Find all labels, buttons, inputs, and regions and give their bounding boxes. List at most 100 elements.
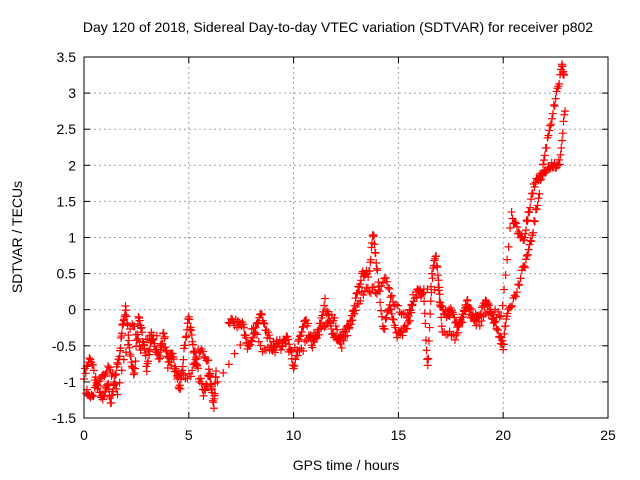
data-point xyxy=(523,216,532,225)
data-point xyxy=(549,100,558,109)
data-point xyxy=(539,156,548,165)
data-point xyxy=(131,357,140,366)
data-point xyxy=(520,261,529,270)
data-point xyxy=(111,380,120,389)
y-tick-label: -1.5 xyxy=(52,410,76,426)
data-point xyxy=(335,333,344,342)
y-tick-label: 3.5 xyxy=(57,49,77,65)
x-tick-label: 15 xyxy=(391,427,407,443)
data-point xyxy=(254,337,263,346)
data-point xyxy=(558,136,567,145)
data-point xyxy=(499,340,508,349)
data-point xyxy=(387,291,396,300)
data-point xyxy=(258,347,267,356)
x-tick-label: 10 xyxy=(286,427,302,443)
data-point xyxy=(402,313,411,322)
data-point xyxy=(343,331,352,340)
data-point xyxy=(351,294,360,303)
data-point xyxy=(207,385,216,394)
data-point xyxy=(356,280,365,289)
data-point xyxy=(524,245,533,254)
data-point xyxy=(498,301,507,310)
data-point xyxy=(504,242,513,251)
data-point xyxy=(348,316,357,325)
data-point xyxy=(89,392,98,401)
data-point xyxy=(384,283,393,292)
data-point xyxy=(506,223,515,232)
data-point xyxy=(434,286,443,295)
data-point xyxy=(428,274,437,283)
data-point xyxy=(116,344,125,353)
data-point xyxy=(219,368,228,377)
y-tick-label: 2.5 xyxy=(57,121,77,137)
data-point xyxy=(156,354,165,363)
data-point xyxy=(195,377,204,386)
data-point xyxy=(503,309,512,318)
data-point xyxy=(117,329,126,338)
data-point xyxy=(533,175,542,184)
data-point xyxy=(450,313,459,322)
data-point xyxy=(204,356,213,365)
data-point xyxy=(241,333,250,342)
data-point xyxy=(131,330,140,339)
data-point xyxy=(525,208,534,217)
data-point xyxy=(521,226,530,235)
data-point xyxy=(181,341,190,350)
data-point xyxy=(496,332,505,341)
data-point xyxy=(269,337,278,346)
data-point xyxy=(374,286,383,295)
data-point xyxy=(359,290,368,299)
data-point xyxy=(206,369,215,378)
data-point xyxy=(508,301,517,310)
data-point xyxy=(299,322,308,331)
data-point xyxy=(346,320,355,329)
data-point xyxy=(344,324,353,333)
data-point xyxy=(424,354,433,363)
data-point xyxy=(102,368,111,377)
data-point xyxy=(501,271,510,280)
y-tick-label: 1.5 xyxy=(57,193,77,209)
data-point xyxy=(303,319,312,328)
plot-frame xyxy=(83,56,609,419)
data-point xyxy=(465,310,474,319)
data-point xyxy=(476,311,485,320)
data-point xyxy=(302,315,311,324)
data-point xyxy=(393,333,402,342)
data-point xyxy=(365,287,374,296)
x-axis-label: GPS time / hours xyxy=(293,457,400,473)
data-point xyxy=(395,308,404,317)
data-point xyxy=(352,289,361,298)
data-point xyxy=(177,375,186,384)
data-point xyxy=(383,277,392,286)
data-point xyxy=(556,150,565,159)
data-point xyxy=(553,161,562,170)
data-point xyxy=(203,381,212,390)
data-point xyxy=(81,369,90,378)
data-point xyxy=(194,364,203,373)
data-point xyxy=(288,360,297,369)
data-point xyxy=(483,300,492,309)
data-point xyxy=(423,361,432,370)
data-point xyxy=(124,336,133,345)
data-point xyxy=(225,319,234,328)
data-point xyxy=(532,205,541,214)
data-point xyxy=(436,303,445,312)
data-point xyxy=(381,314,390,323)
data-point xyxy=(176,370,185,379)
data-point xyxy=(277,345,286,354)
data-point xyxy=(294,337,303,346)
data-point xyxy=(163,352,172,361)
data-point xyxy=(548,109,557,118)
data-point xyxy=(559,117,568,126)
data-point xyxy=(236,340,245,349)
data-point xyxy=(448,308,457,317)
data-point xyxy=(248,333,257,342)
data-point xyxy=(107,398,116,407)
data-point xyxy=(213,377,222,386)
data-point xyxy=(386,293,395,302)
data-point xyxy=(498,336,507,345)
data-point xyxy=(512,222,521,231)
data-point xyxy=(405,305,414,314)
data-point xyxy=(267,341,276,350)
data-point xyxy=(522,251,531,260)
